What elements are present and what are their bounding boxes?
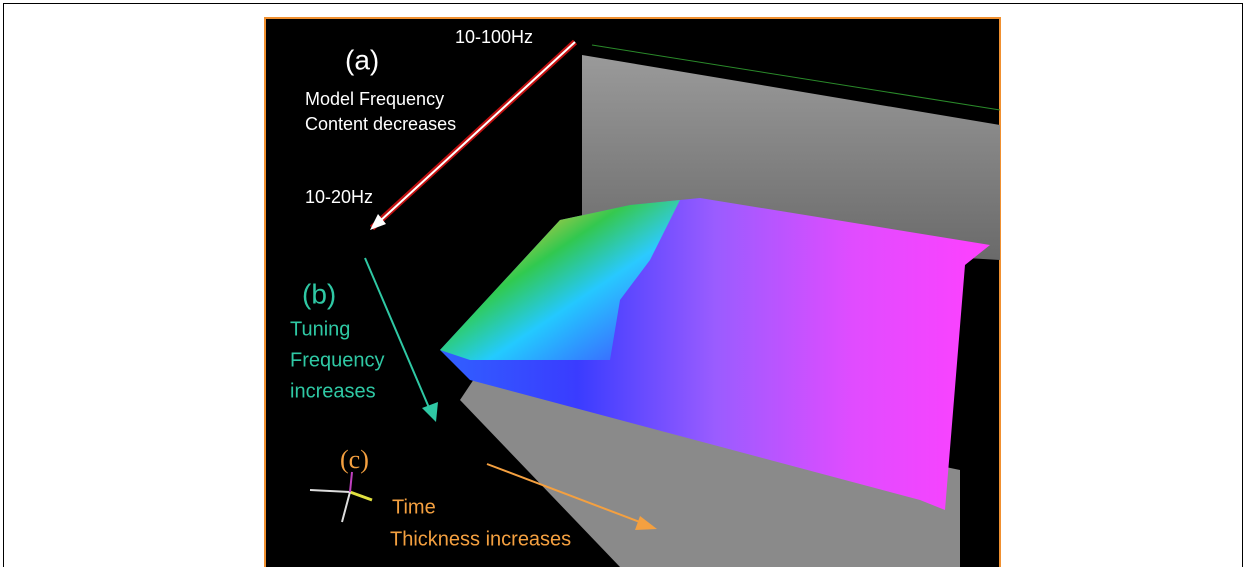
label-b: (b)	[302, 278, 336, 309]
annotation: Content decreases	[305, 114, 456, 134]
annotation: 10-100Hz	[455, 27, 533, 47]
annotation: Tuning	[290, 318, 350, 340]
label-a: (a)	[345, 44, 379, 75]
label-c: (c)	[340, 445, 369, 474]
page: (a) 10-100Hz Model Frequency Content dec…	[0, 0, 1246, 567]
annotation: Frequency	[290, 349, 385, 371]
annotation: Time	[392, 496, 436, 518]
annotation: 10-20Hz	[305, 187, 373, 207]
figure: (a) 10-100Hz Model Frequency Content dec…	[0, 0, 1246, 567]
annotation: increases	[290, 380, 376, 402]
annotation: Thickness increases	[390, 528, 571, 550]
annotation: Model Frequency	[305, 89, 444, 109]
